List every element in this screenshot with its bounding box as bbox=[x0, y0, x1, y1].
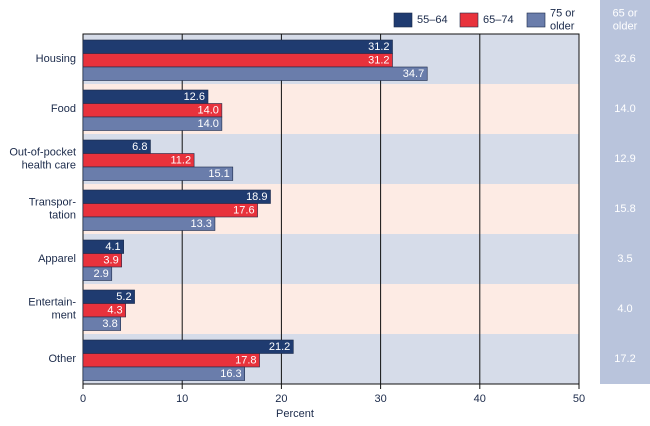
legend-swatch bbox=[526, 12, 546, 28]
y-tick-label: Out-of-pocket health care bbox=[9, 146, 76, 171]
legend-label: 75 or older bbox=[550, 7, 575, 32]
side-column-value: 3.5 bbox=[617, 253, 632, 265]
bar bbox=[82, 116, 223, 131]
y-tick-label: Housing bbox=[36, 53, 76, 65]
side-column-value: 17.2 bbox=[614, 353, 635, 365]
y-tick-label: Transpor-tation bbox=[29, 196, 77, 221]
value-label: 11.2 bbox=[171, 155, 192, 167]
value-label: 17.6 bbox=[233, 205, 254, 217]
value-label: 31.2 bbox=[368, 41, 389, 53]
bar bbox=[82, 203, 258, 218]
legend-label: 65–74 bbox=[483, 14, 514, 26]
value-label: 16.3 bbox=[220, 368, 241, 380]
value-label: 3.8 bbox=[102, 318, 117, 330]
y-tick-label: Other bbox=[48, 353, 76, 365]
side-panel bbox=[600, 0, 650, 384]
x-tick-label: 0 bbox=[80, 393, 86, 405]
x-tick-label: 40 bbox=[474, 393, 486, 405]
x-tick-label: 10 bbox=[176, 393, 188, 405]
x-tick-label: 50 bbox=[573, 393, 585, 405]
x-tick-label: 20 bbox=[275, 393, 287, 405]
side-column-value: 4.0 bbox=[617, 303, 632, 315]
bar bbox=[82, 316, 121, 331]
band-background bbox=[83, 234, 579, 284]
bar bbox=[82, 266, 113, 281]
legend-swatch bbox=[393, 12, 413, 28]
value-label: 4.1 bbox=[105, 241, 120, 253]
y-tick-label: Food bbox=[51, 103, 76, 115]
side-column-value: 14.0 bbox=[614, 103, 635, 115]
bar bbox=[82, 166, 234, 181]
value-label: 31.2 bbox=[368, 55, 389, 67]
value-label: 12.6 bbox=[184, 91, 205, 103]
legend-label: 55–64 bbox=[417, 14, 448, 26]
side-column-title: 65 or older bbox=[612, 7, 637, 32]
bar bbox=[82, 366, 245, 381]
value-label: 4.3 bbox=[107, 305, 122, 317]
value-label: 18.9 bbox=[246, 191, 267, 203]
value-label: 3.9 bbox=[103, 255, 118, 267]
bar bbox=[82, 39, 393, 54]
bar bbox=[82, 66, 428, 81]
bar bbox=[82, 353, 260, 368]
value-label: 17.8 bbox=[235, 355, 256, 367]
value-label: 14.0 bbox=[197, 105, 218, 117]
value-label: 21.2 bbox=[269, 341, 290, 353]
bar bbox=[82, 216, 216, 231]
side-column-value: 15.8 bbox=[614, 203, 635, 215]
value-label: 6.8 bbox=[132, 141, 147, 153]
bar bbox=[82, 339, 294, 354]
legend-swatch bbox=[459, 12, 479, 28]
x-axis-label: Percent bbox=[276, 408, 314, 420]
y-tick-label: Entertain-ment bbox=[28, 296, 76, 321]
value-label: 2.9 bbox=[93, 268, 108, 280]
value-label: 34.7 bbox=[403, 68, 424, 80]
side-column-value: 12.9 bbox=[614, 153, 635, 165]
bar bbox=[82, 53, 393, 68]
value-label: 14.0 bbox=[197, 118, 218, 130]
bar bbox=[82, 189, 271, 204]
side-column-value: 32.6 bbox=[614, 53, 635, 65]
y-tick-label: Apparel bbox=[38, 253, 76, 265]
value-label: 5.2 bbox=[116, 291, 131, 303]
band-background bbox=[83, 284, 579, 334]
value-label: 13.3 bbox=[191, 218, 212, 230]
x-tick-label: 30 bbox=[374, 393, 386, 405]
value-label: 15.1 bbox=[208, 168, 229, 180]
